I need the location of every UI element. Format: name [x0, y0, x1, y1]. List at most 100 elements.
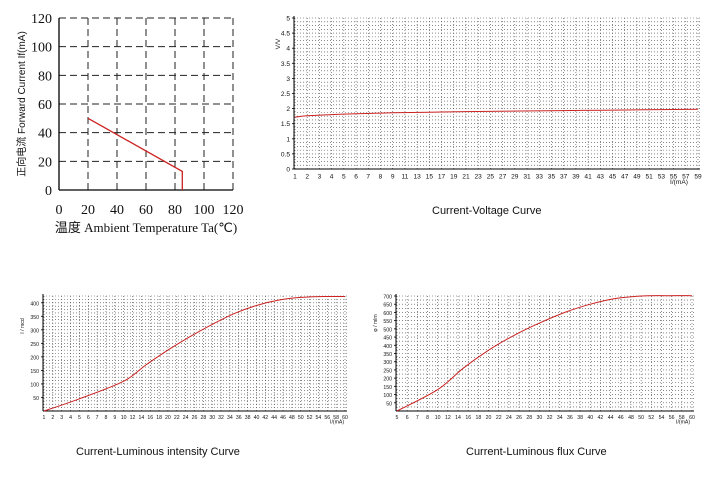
x-tick-label: 58	[333, 415, 339, 421]
x-tick-label: 14	[138, 415, 144, 421]
x-tick-label: 60	[139, 203, 153, 218]
y-tick-label: 250	[30, 342, 39, 348]
x-tick-label: 52	[648, 415, 654, 421]
x-tick-label: 7	[96, 415, 99, 421]
x-tick-label: 34	[557, 415, 563, 421]
y-tick-label: 100	[30, 382, 39, 388]
y-tick-label: 300	[30, 328, 39, 334]
x-tick-label: 24	[183, 415, 189, 421]
x-tick-label: 34	[227, 415, 233, 421]
y-tick-label: 0	[286, 167, 290, 174]
x-tick-label: 20	[81, 203, 95, 218]
x-tick-label: 32	[218, 415, 224, 421]
x-tick-label: 9	[391, 174, 395, 181]
x-tick-label: 23	[475, 174, 483, 181]
x-tick-label: 22	[174, 415, 180, 421]
x-tick-label: 10	[435, 415, 441, 421]
derating-chart: 0 20 40 60 80 100 120 0 20 40 60 80 100 120 温度 Ambient…	[15, 12, 244, 235]
x-tick-label: 32	[547, 415, 553, 421]
iv-chart: 00.511.522.533.544.551 2 3 4 5 6 7 8 9 11 13 15 17 19…	[275, 16, 702, 187]
y-axis-title: 正向电流 Forward Current If(mA)	[15, 31, 28, 177]
x-tick-label: 43	[597, 174, 605, 181]
x-tick-label: 40	[254, 415, 260, 421]
y-tick-label: 50	[33, 396, 39, 402]
x-tick-label: 38	[577, 415, 583, 421]
x-tick-label: 18	[475, 415, 481, 421]
x-tick-label: 8	[426, 415, 429, 421]
x-tick-label: 50	[298, 415, 304, 421]
x-tick-label: 29	[511, 174, 519, 181]
x-tick-label: 100	[194, 203, 215, 218]
lum_flux-chart: 5010015020025030035040045050055060065070…	[373, 294, 695, 425]
y-tick-label: 5	[286, 16, 290, 23]
x-tick-label: 44	[608, 415, 614, 421]
x-tick-label: 60	[342, 415, 348, 421]
x-tick-label: 42	[262, 415, 268, 421]
x-tick-label: 2	[51, 415, 54, 421]
y-tick-label: 450	[383, 336, 392, 342]
y-axis-title: I / mcd	[20, 318, 26, 334]
x-tick-label: 8	[105, 415, 108, 421]
x-tick-label: 22	[496, 415, 502, 421]
y-tick-label: 300	[383, 360, 392, 366]
x-tick-label: 25	[487, 174, 495, 181]
x-tick-label: 1	[43, 415, 46, 421]
y-tick-label: 3.5	[281, 61, 290, 68]
x-tick-label: 56	[324, 415, 330, 421]
x-tick-label: 49	[633, 174, 641, 181]
x-tick-label: 35	[548, 174, 556, 181]
x-tick-label: 36	[567, 415, 573, 421]
x-tick-label: 56	[669, 415, 675, 421]
y-tick-label: 700	[383, 295, 392, 301]
x-tick-label: 31	[523, 174, 531, 181]
x-tick-label: 18	[156, 415, 162, 421]
x-tick-label: 20	[486, 415, 492, 421]
x-tick-label: 4	[330, 174, 334, 181]
y-tick-label: 60	[38, 98, 52, 113]
y-tick-label: 0.5	[281, 151, 290, 158]
x-tick-label: 46	[280, 415, 286, 421]
y-tick-label: 80	[38, 69, 52, 84]
x-tick-label: 48	[628, 415, 634, 421]
x-tick-label: 30	[537, 415, 543, 421]
x-tick-label: 12	[445, 415, 451, 421]
x-tick-label: 53	[658, 174, 666, 181]
x-tick-label: 57	[682, 174, 690, 181]
x-tick-label: 11	[401, 174, 408, 181]
x-tick-label: 51	[645, 174, 653, 181]
x-tick-label: 54	[316, 415, 322, 421]
x-tick-label: 59	[694, 174, 702, 181]
x-tick-label: 27	[499, 174, 507, 181]
x-tick-label: 7	[416, 415, 419, 421]
x-tick-label: 6	[87, 415, 90, 421]
iv-curve	[294, 108, 699, 118]
x-tick-label: 40	[110, 203, 124, 218]
x-tick-label: 14	[455, 415, 461, 421]
y-axis-title: V/V	[275, 38, 282, 49]
y-tick-label: 150	[383, 385, 392, 391]
x-tick-label: 0	[56, 203, 63, 218]
x-tick-label: 24	[506, 415, 512, 421]
x-tick-label: 42	[598, 415, 604, 421]
y-tick-label: 550	[383, 319, 392, 325]
x-tick-label: 17	[438, 174, 446, 181]
lum_intensity-curve	[43, 295, 346, 412]
x-tick-label: 30	[209, 415, 215, 421]
x-tick-label: 36	[236, 415, 242, 421]
x-tick-label: 16	[465, 415, 471, 421]
derating-curve	[87, 117, 183, 190]
x-axis-title: 温度 Ambient Temperature Ta(℃)	[55, 220, 237, 235]
y-tick-label: 2	[286, 106, 290, 113]
x-tick-label: 37	[560, 174, 568, 181]
x-tick-label: 19	[450, 174, 458, 181]
x-tick-label: 26	[516, 415, 522, 421]
y-tick-label: 150	[30, 369, 39, 375]
x-tick-label: 120	[223, 203, 244, 218]
x-tick-label: 5	[396, 415, 399, 421]
x-tick-label: 26	[192, 415, 198, 421]
x-tick-label: 50	[638, 415, 644, 421]
y-tick-label: 350	[383, 352, 392, 358]
y-tick-label: 250	[383, 368, 392, 374]
